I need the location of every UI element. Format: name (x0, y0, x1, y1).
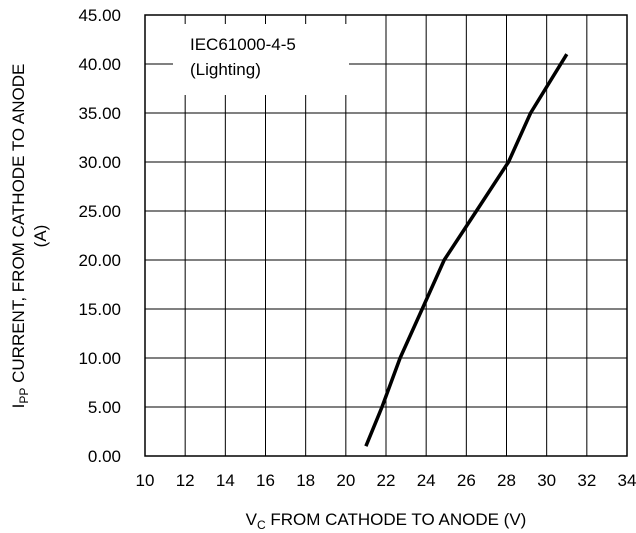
y-tick-label: 0.00 (88, 447, 121, 466)
x-tick-label: 28 (497, 471, 516, 490)
y-axis-title-rest: CURRENT, FROM CATHODE TO ANODE (9, 64, 28, 388)
legend-line-1: IEC61000-4-5 (190, 35, 296, 54)
y-tick-label: 45.00 (78, 6, 121, 25)
legend-box (173, 24, 349, 95)
x-tick-label: 26 (457, 471, 476, 490)
x-tick-label: 34 (618, 471, 636, 490)
x-tick-label: 14 (216, 471, 235, 490)
y-axis-title-line2: (A) (31, 225, 50, 248)
x-tick-label: 24 (417, 471, 436, 490)
x-axis-title: VC FROM CATHODE TO ANODE (V) (246, 510, 527, 532)
x-axis-title-sub: C (257, 518, 266, 532)
x-tick-label: 22 (377, 471, 396, 490)
x-tick-label: 20 (336, 471, 355, 490)
y-tick-label: 10.00 (78, 349, 121, 368)
x-tick-label: 12 (176, 471, 195, 490)
x-tick-label: 16 (256, 471, 275, 490)
x-axis-title-rest: FROM CATHODE TO ANODE (V) (266, 510, 527, 529)
series-line (364, 53, 569, 447)
legend-line-2: (Lighting) (190, 60, 261, 79)
y-tick-label: 20.00 (78, 251, 121, 270)
y-axis-title-main: I (9, 404, 28, 409)
y-tick-label: 25.00 (78, 202, 121, 221)
y-tick-label: 15.00 (78, 300, 121, 319)
y-tick-label: 40.00 (78, 55, 121, 74)
x-tick-label: 10 (136, 471, 155, 490)
x-axis-title-main: V (246, 510, 258, 529)
y-tick-labels: 0.00 5.00 10.00 15.00 20.00 25.00 30.00 35.00 40… (78, 6, 121, 466)
y-tick-label: 30.00 (78, 153, 121, 172)
y-axis-title: IPP CURRENT, FROM CATHODE TO ANODE (A) (9, 64, 50, 409)
plot-frame (144, 14, 628, 457)
x-tick-label: 18 (296, 471, 315, 490)
y-tick-label: 5.00 (88, 398, 121, 417)
y-tick-label: 35.00 (78, 104, 121, 123)
x-tick-labels: 10 12 14 16 18 20 22 24 26 28 30 32 34 (136, 471, 636, 490)
y-axis-title-sub: PP (17, 388, 31, 404)
x-tick-label: 30 (537, 471, 556, 490)
x-tick-label: 32 (577, 471, 596, 490)
svg-text:IPP CURRENT, FROM CATHODE TO A: IPP CURRENT, FROM CATHODE TO ANODE (9, 64, 31, 409)
